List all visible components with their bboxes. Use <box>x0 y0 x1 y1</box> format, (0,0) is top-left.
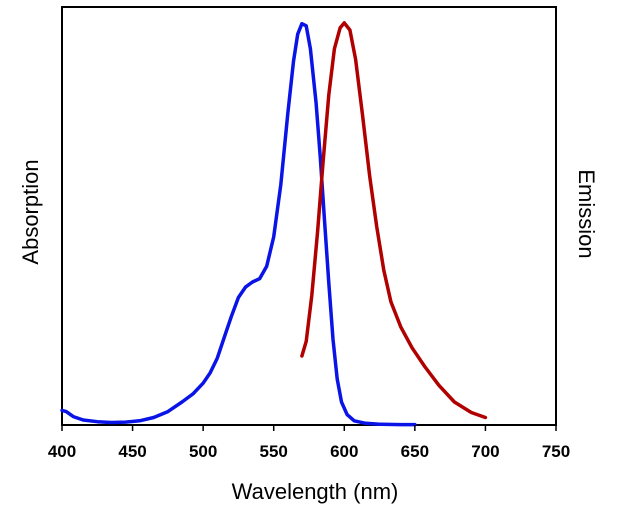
x-tick-label: 500 <box>189 442 217 461</box>
x-axis-title: Wavelength (nm) <box>232 479 399 504</box>
x-tick-label: 600 <box>330 442 358 461</box>
emission-series-line <box>300 21 488 420</box>
series-layer <box>60 21 488 427</box>
x-tick-label: 650 <box>401 442 429 461</box>
x-tick-label: 700 <box>471 442 499 461</box>
x-axis: 400 450 500 550 600 650 700 750 <box>48 425 570 461</box>
x-tick-label: 450 <box>118 442 146 461</box>
absorption-series-line <box>60 21 417 427</box>
x-tick-label: 400 <box>48 442 76 461</box>
x-tick-label: 750 <box>542 442 570 461</box>
x-tick-label: 550 <box>260 442 288 461</box>
plot-frame <box>61 6 557 426</box>
left-y-axis-title: Absorption <box>18 159 43 264</box>
right-y-axis-title: Emission <box>574 169 599 258</box>
